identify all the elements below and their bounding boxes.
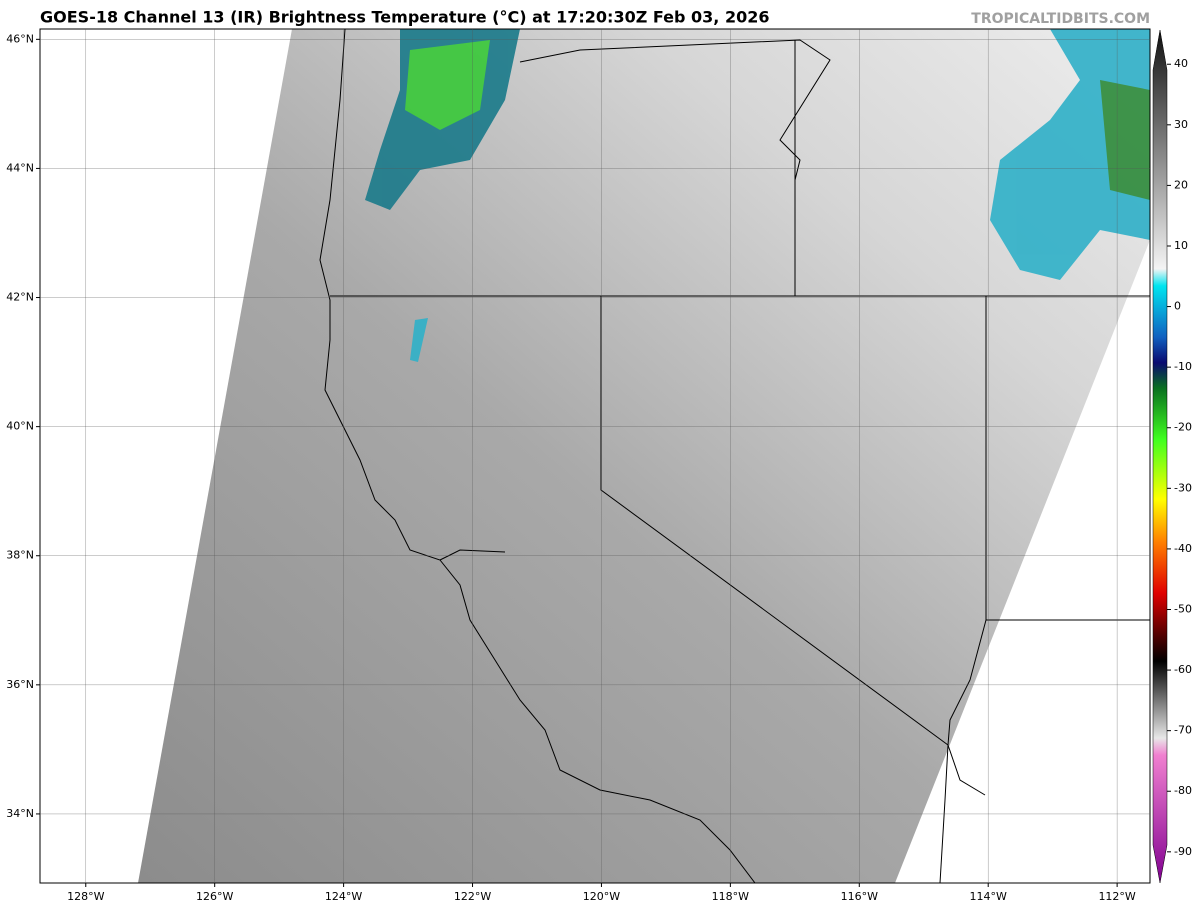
colorbar-tick-label: -80 bbox=[1174, 784, 1192, 797]
map-layer bbox=[40, 29, 1150, 883]
colorbar-tick-label: 0 bbox=[1174, 300, 1181, 313]
y-tick-label: 38°N bbox=[6, 549, 34, 562]
colorbar-tick-label: -20 bbox=[1174, 421, 1192, 434]
colorbar-tick-label: 40 bbox=[1174, 57, 1188, 70]
cold-clouds bbox=[365, 29, 1150, 362]
x-tick-label: 124°W bbox=[325, 890, 362, 903]
y-tick-label: 44°N bbox=[6, 161, 34, 174]
x-tick-label: 122°W bbox=[454, 890, 491, 903]
y-tick-label: 42°N bbox=[6, 291, 34, 304]
colorbar-tick-label: -90 bbox=[1174, 845, 1192, 858]
x-tick-label: 128°W bbox=[67, 890, 104, 903]
title: GOES-18 Channel 13 (IR) Brightness Tempe… bbox=[40, 8, 769, 27]
x-tick-label: 114°W bbox=[970, 890, 1007, 903]
y-tick-label: 34°N bbox=[6, 807, 34, 820]
colorbar-tick-label: -70 bbox=[1174, 724, 1192, 737]
x-tick-label: 112°W bbox=[1098, 890, 1135, 903]
y-tick-label: 36°N bbox=[6, 678, 34, 691]
colorbar-tick-label: -50 bbox=[1174, 602, 1192, 615]
x-tick-label: 120°W bbox=[583, 890, 620, 903]
x-tick-label: 126°W bbox=[196, 890, 233, 903]
colorbar-tick-label: 30 bbox=[1174, 118, 1188, 131]
y-tick-label: 46°N bbox=[6, 32, 34, 45]
colorbar-tick-label: -60 bbox=[1174, 663, 1192, 676]
credit: TROPICALTIDBITS.COM bbox=[971, 11, 1150, 27]
colorbar-tick-label: 10 bbox=[1174, 239, 1188, 252]
x-tick-label: 118°W bbox=[712, 890, 749, 903]
boundaries bbox=[319, 29, 1150, 883]
plot-frame bbox=[39, 28, 1151, 884]
colorbar-tick-label: -40 bbox=[1174, 542, 1192, 555]
colorbar bbox=[1152, 29, 1168, 884]
satellite-swath bbox=[138, 29, 1150, 883]
colorbar-tick-label: -10 bbox=[1174, 360, 1192, 373]
x-tick-label: 116°W bbox=[841, 890, 878, 903]
y-tick-label: 40°N bbox=[6, 420, 34, 433]
colorbar-tick-label: -30 bbox=[1174, 481, 1192, 494]
colorbar-tick-label: 20 bbox=[1174, 178, 1188, 191]
